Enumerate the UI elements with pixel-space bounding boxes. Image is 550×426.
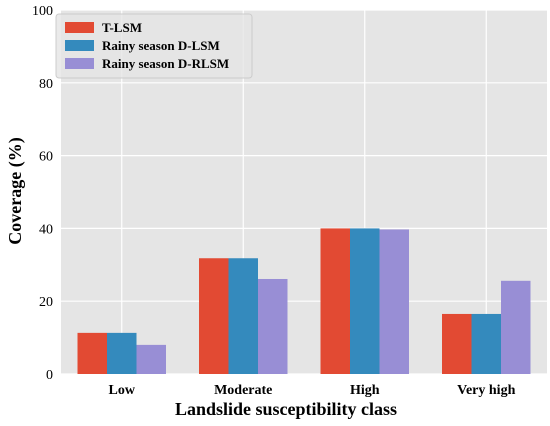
legend-swatch bbox=[65, 40, 94, 51]
bar bbox=[320, 228, 350, 374]
legend-box bbox=[55, 13, 253, 79]
x-tick-label: High bbox=[350, 383, 380, 398]
y-axis-title: Coverage (%) bbox=[5, 137, 26, 244]
x-tick-label: Low bbox=[109, 383, 136, 398]
y-tick-label: 20 bbox=[39, 295, 53, 310]
bar bbox=[136, 344, 166, 374]
legend-swatch bbox=[65, 22, 94, 33]
legend-swatch bbox=[65, 58, 94, 69]
y-tick-label: 0 bbox=[46, 368, 53, 383]
legend: T-LSM Rainy season D-LSM Rainy season D-RL… bbox=[55, 13, 253, 79]
y-tick-label: 80 bbox=[39, 77, 53, 92]
bar bbox=[258, 278, 288, 374]
x-axis-title: Landslide susceptibility class bbox=[175, 399, 397, 419]
y-tick-label: 40 bbox=[39, 222, 53, 237]
bar bbox=[77, 332, 107, 374]
bar bbox=[442, 313, 472, 374]
bar bbox=[199, 258, 229, 374]
bar bbox=[350, 228, 380, 374]
bar bbox=[228, 258, 258, 374]
y-tick-label: 60 bbox=[39, 150, 53, 165]
bars bbox=[77, 228, 531, 374]
legend-label: Rainy season D-RLSM bbox=[102, 56, 229, 71]
bar bbox=[471, 313, 501, 374]
legend-label: T-LSM bbox=[102, 20, 142, 35]
x-tick-labels: Low Moderate High Very high bbox=[109, 383, 516, 398]
y-tick-label: 100 bbox=[32, 4, 53, 19]
legend-label: Rainy season D-LSM bbox=[102, 38, 220, 53]
x-tick-label: Moderate bbox=[214, 383, 272, 398]
bar bbox=[107, 332, 137, 374]
x-tick-label: Very high bbox=[457, 383, 515, 398]
bar bbox=[501, 280, 531, 374]
bar bbox=[379, 229, 409, 374]
y-tick-labels: 0 20 40 60 80 100 bbox=[32, 4, 53, 383]
